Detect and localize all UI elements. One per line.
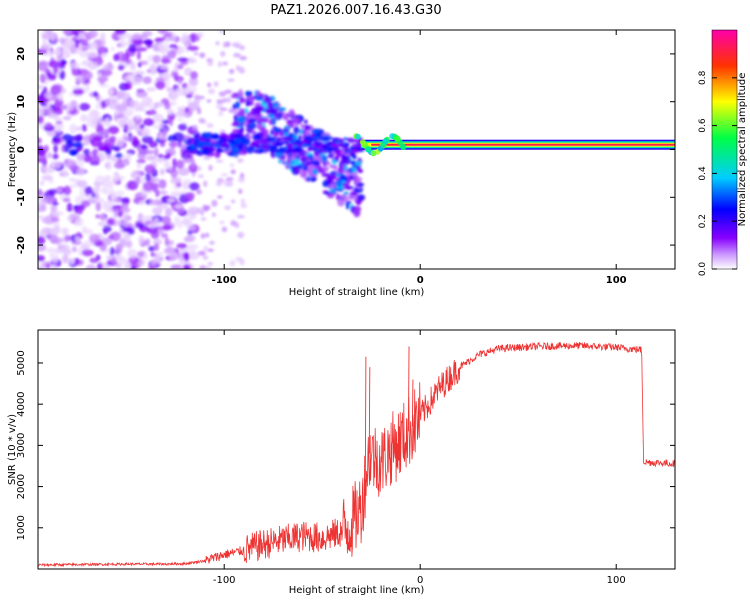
chart-title: PAZ1.2026.007.16.43.G30 [270, 3, 441, 18]
colorbar-tick-label: 0.4 [698, 166, 708, 181]
colorbar: 0.0 0.2 0.4 0.6 0.8 Normalized spectral ampli… [698, 29, 748, 277]
y-tick-label: 2000 [16, 474, 27, 499]
y-tick-label: 4000 [16, 391, 27, 416]
snr-spike [407, 346, 410, 432]
y-tick-label: 0 [16, 146, 27, 153]
y-tick-label: 10 [16, 95, 27, 109]
descending-signal [184, 89, 366, 218]
y-tick-label: 20 [16, 47, 27, 61]
x-axis-label: Height of straight line (km) [289, 585, 425, 596]
y-tick-label: 3000 [16, 433, 27, 458]
snr-frame [37, 329, 676, 570]
colorbar-tick-label: 0.8 [698, 70, 708, 85]
snr-spike [368, 367, 371, 454]
carrier-core [371, 143, 675, 146]
x-tick-label: -100 [213, 575, 236, 586]
x-axis-label: Height of straight line (km) [289, 287, 425, 298]
x-tick-label: 100 [607, 575, 626, 586]
y-tick-label: 1000 [16, 515, 27, 540]
colorbar-gradient [711, 29, 738, 270]
snr-spike [364, 356, 367, 481]
snr-spike [411, 379, 414, 427]
y-tick-label: 5000 [16, 350, 27, 375]
colorbar-tick-label: 0.6 [698, 118, 708, 133]
x-tick-label: -100 [212, 275, 237, 286]
x-tick-label: 0 [417, 575, 423, 586]
y-axis-label: Frequency (Hz) [7, 112, 18, 188]
snr-plot: -100 0 100 1000 2000 3000 4000 5000 Height of st… [7, 329, 676, 596]
y-tick-label: -20 [16, 236, 27, 254]
steady-carrier [353, 133, 675, 157]
colorbar-tick-label: 0.0 [698, 262, 708, 277]
spectrogram-data [38, 30, 675, 269]
x-tick-label: 0 [417, 275, 424, 286]
snr-series-line [38, 341, 675, 568]
colorbar-tick-label: 0.2 [698, 214, 708, 228]
x-tick-label: 100 [606, 275, 627, 286]
noise-region [38, 30, 248, 269]
y-axis-label: SNR (10 * v/v) [7, 414, 18, 485]
snr-line-group [38, 341, 675, 568]
y-tick-label: -10 [16, 188, 27, 206]
colorbar-label: Normalized spectral amplitude [737, 73, 748, 227]
